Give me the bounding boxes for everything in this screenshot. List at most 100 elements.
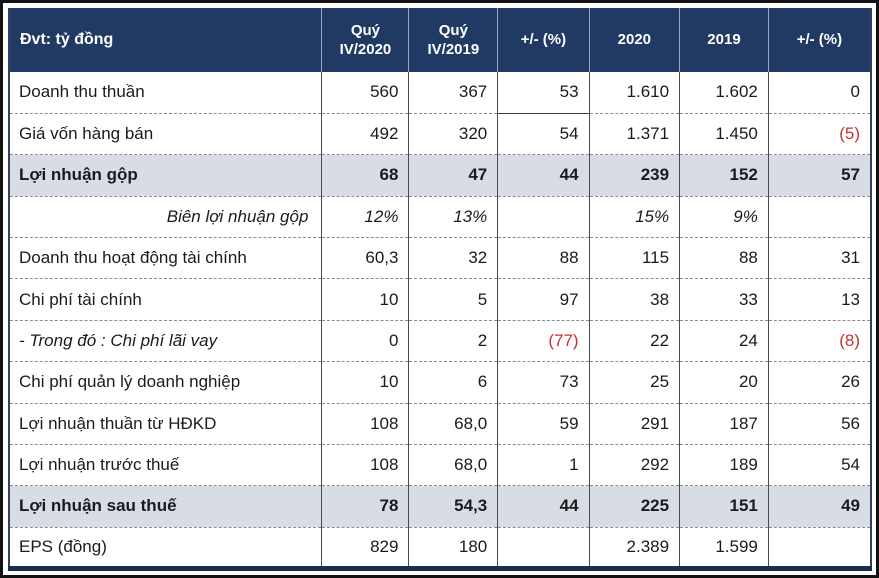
value-cell: 13 <box>767 278 871 321</box>
column-header-2020: 2020 <box>588 8 680 72</box>
value-cell: 68,0 <box>408 402 498 445</box>
value-cell: 20 <box>679 361 769 403</box>
value-cell: 560 <box>321 72 409 114</box>
table-row-admin-expense: Chi phí quản lý doanh nghiệp 10 6 73 25 … <box>9 361 871 403</box>
row-label: Lợi nhuận sau thuế <box>9 485 322 528</box>
value-cell: 1.450 <box>679 112 769 155</box>
value-cell: 57 <box>767 154 871 197</box>
row-label: Lợi nhuận trước thuế <box>9 443 322 486</box>
value-cell: 292 <box>588 443 680 486</box>
column-header-2019: 2019 <box>679 8 769 72</box>
value-cell <box>767 195 871 238</box>
header-row: Đvt: tỷ đồng Quý IV/2020 Quý IV/2019 +/-… <box>9 8 871 72</box>
financial-results-table: Đvt: tỷ đồng Quý IV/2020 Quý IV/2019 +/-… <box>8 8 872 571</box>
value-cell: 44 <box>497 154 590 197</box>
column-header-q4-2019: Quý IV/2019 <box>408 8 498 72</box>
value-cell: 10 <box>321 278 409 321</box>
table-row-profit-before-tax: Lợi nhuận trước thuế 108 68,0 1 292 189 … <box>9 443 871 486</box>
value-cell: 22 <box>588 319 680 362</box>
value-cell: 59 <box>497 402 590 445</box>
value-cell: 189 <box>679 443 769 486</box>
value-cell: 2.389 <box>588 526 680 569</box>
row-label: Doanh thu thuần <box>9 72 322 114</box>
value-cell: 38 <box>588 278 680 321</box>
value-cell: 320 <box>408 112 498 155</box>
value-cell: 68 <box>321 154 409 197</box>
value-cell: 56 <box>767 402 871 445</box>
value-cell: 187 <box>679 402 769 445</box>
column-header-year-change: +/- (%) <box>767 8 871 72</box>
value-cell: 97 <box>497 278 590 321</box>
value-cell: 1.371 <box>588 112 680 155</box>
row-label: EPS (đồng) <box>9 526 322 569</box>
value-cell: 367 <box>408 72 498 114</box>
value-cell: 239 <box>588 154 680 197</box>
row-label: Lợi nhuận thuần từ HĐKD <box>9 402 322 445</box>
value-cell: 151 <box>679 485 769 528</box>
value-cell: 78 <box>321 485 409 528</box>
value-cell: 25 <box>588 361 680 403</box>
value-cell-negative: (8) <box>767 319 871 362</box>
value-cell: 49 <box>767 485 871 528</box>
value-cell: 108 <box>321 402 409 445</box>
column-header-quarter-change: +/- (%) <box>497 8 590 72</box>
value-cell: 54,3 <box>408 485 498 528</box>
table-row-operating-profit: Lợi nhuận thuần từ HĐKD 108 68,0 59 291 … <box>9 402 871 445</box>
value-cell: 60,3 <box>321 236 409 279</box>
table-row-gross-margin: Biên lợi nhuận gộp 12% 13% 15% 9% <box>9 195 871 238</box>
value-cell: 291 <box>588 402 680 445</box>
row-label: - Trong đó : Chi phí lãi vay <box>9 319 322 362</box>
value-cell: 33 <box>679 278 769 321</box>
row-label: Giá vốn hàng bán <box>9 112 322 155</box>
value-cell: 53 <box>497 72 590 114</box>
value-cell-negative: (5) <box>767 112 871 155</box>
value-cell: 0 <box>767 72 871 114</box>
value-cell: 68,0 <box>408 443 498 486</box>
table-row-cogs: Giá vốn hàng bán 492 320 54 1.371 1.450 … <box>9 112 871 155</box>
table-row-interest-expense: - Trong đó : Chi phí lãi vay 0 2 (77) 22… <box>9 319 871 362</box>
value-cell: 88 <box>679 236 769 279</box>
table-row-financial-expense: Chi phí tài chính 10 5 97 38 33 13 <box>9 278 871 321</box>
value-cell: 5 <box>408 278 498 321</box>
table-header: Đvt: tỷ đồng Quý IV/2020 Quý IV/2019 +/-… <box>9 8 871 72</box>
value-cell: 15% <box>588 195 680 238</box>
value-cell: 54 <box>767 443 871 486</box>
value-cell <box>497 195 590 238</box>
value-cell: 180 <box>408 526 498 569</box>
value-cell: 12% <box>321 195 409 238</box>
value-cell: 225 <box>588 485 680 528</box>
value-cell: 108 <box>321 443 409 486</box>
value-cell: 2 <box>408 319 498 362</box>
value-cell: 0 <box>321 319 409 362</box>
table-row-profit-after-tax: Lợi nhuận sau thuế 78 54,3 44 225 151 49 <box>9 485 871 528</box>
row-label: Doanh thu hoạt động tài chính <box>9 236 322 279</box>
column-header-q4-2020: Quý IV/2020 <box>321 8 409 72</box>
value-cell: 1.599 <box>679 526 769 569</box>
row-label: Chi phí tài chính <box>9 278 322 321</box>
unit-label: Đvt: tỷ đồng <box>9 8 322 72</box>
value-cell: 1 <box>497 443 590 486</box>
value-cell: 829 <box>321 526 409 569</box>
value-cell: 10 <box>321 361 409 403</box>
value-cell: 1.610 <box>588 72 680 114</box>
value-cell <box>497 526 590 569</box>
value-cell: 1.602 <box>679 72 769 114</box>
value-cell: 44 <box>497 485 590 528</box>
row-label: Lợi nhuận gộp <box>9 154 322 197</box>
value-cell: 24 <box>679 319 769 362</box>
value-cell: 115 <box>588 236 680 279</box>
row-label: Biên lợi nhuận gộp <box>9 195 322 238</box>
table-body: Doanh thu thuần 560 367 53 1.610 1.602 0… <box>9 72 871 569</box>
value-cell: 152 <box>679 154 769 197</box>
value-cell: 31 <box>767 236 871 279</box>
value-cell: 13% <box>408 195 498 238</box>
table-row-financial-income: Doanh thu hoạt động tài chính 60,3 32 88… <box>9 236 871 279</box>
value-cell <box>767 526 871 569</box>
table-row-net-revenue: Doanh thu thuần 560 367 53 1.610 1.602 0 <box>9 72 871 114</box>
value-cell: 9% <box>679 195 769 238</box>
value-cell: 26 <box>767 361 871 403</box>
value-cell: 6 <box>408 361 498 403</box>
row-label: Chi phí quản lý doanh nghiệp <box>9 361 322 403</box>
value-cell: 88 <box>497 236 590 279</box>
